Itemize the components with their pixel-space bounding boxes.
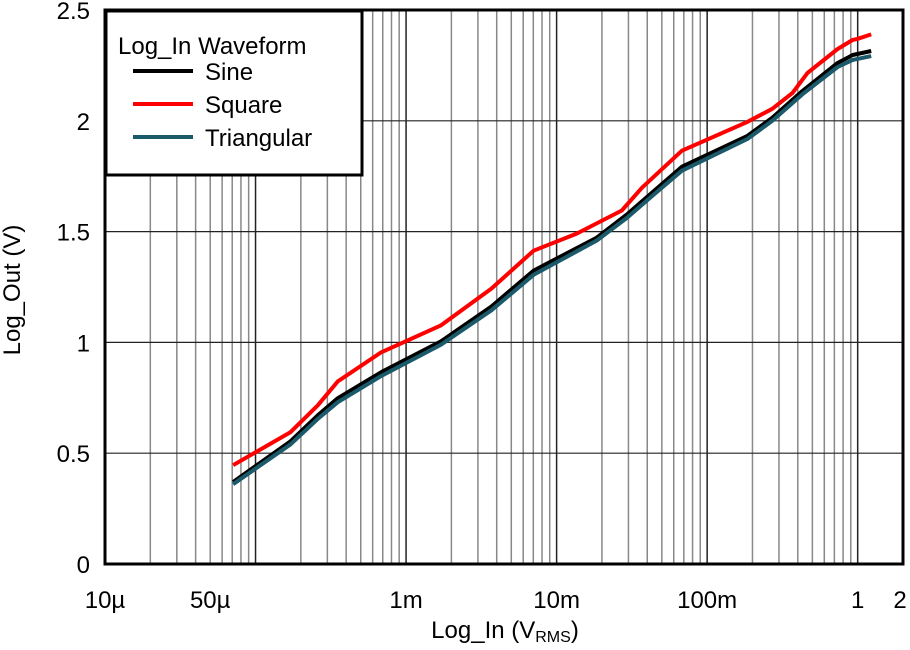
x-tick-label: 50µ [190, 587, 231, 614]
legend-label: Sine [205, 59, 253, 86]
x-tick-label: 100m [677, 587, 737, 614]
plot-frame [103, 8, 905, 566]
y-tick-label: 1 [77, 330, 90, 357]
y-tick-label: 2 [77, 109, 90, 136]
series-line-sine [231, 49, 872, 484]
y-tick-label: 1.5 [57, 220, 90, 247]
legend: Log_In Waveform Sine Square Triangular [104, 9, 364, 177]
x-axis-label: Log_In (VRMS) [431, 617, 579, 645]
x-tick-label: 10µ [85, 587, 126, 614]
series-lines [231, 32, 872, 486]
series-line-triangular [231, 54, 872, 486]
y-tick-label: 0 [77, 552, 90, 579]
y-tick-label: 2.5 [57, 0, 90, 25]
y-axis-label: Log_Out (V) [0, 225, 26, 356]
x-tick-label: 10m [533, 587, 580, 614]
tick-labels: 0 0.5 1 1.5 2 2.5 10µ 50µ 1m 10m 100m 1 2 [57, 0, 907, 614]
y-tick-label: 0.5 [57, 441, 90, 468]
legend-label: Triangular [205, 125, 312, 152]
legend-label: Square [205, 92, 282, 119]
x-tick-label: 1m [389, 587, 422, 614]
legend-title: Log_In Waveform [118, 33, 307, 60]
x-tick-label: 2 [893, 587, 906, 614]
series-line-square [232, 32, 872, 467]
x-tick-label: 1 [851, 587, 864, 614]
